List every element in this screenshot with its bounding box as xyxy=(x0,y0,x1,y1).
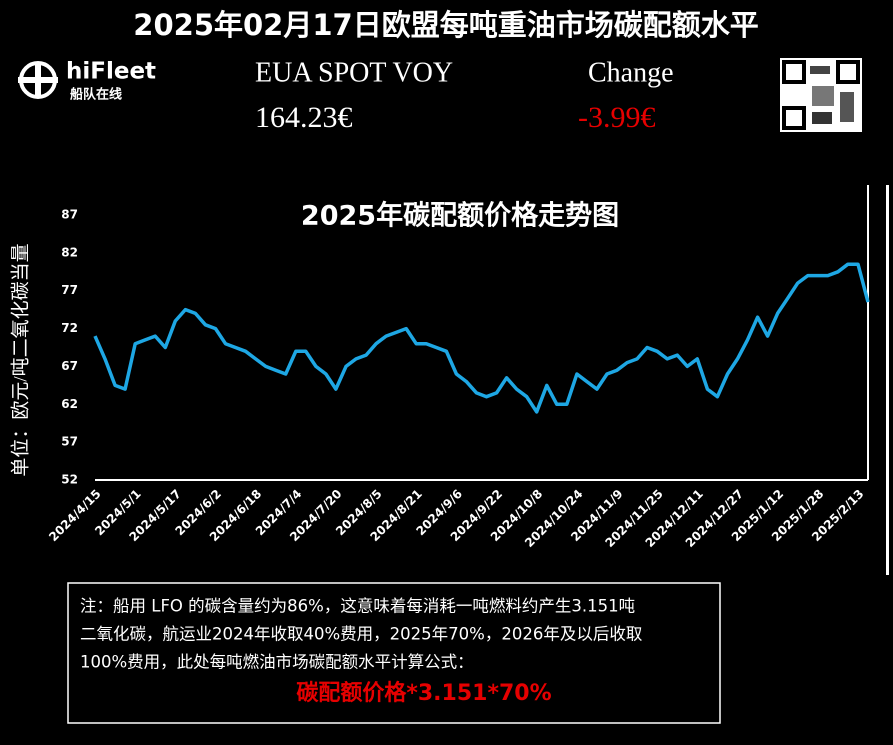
y-tick-label: 72 xyxy=(61,321,78,335)
price-line xyxy=(93,262,870,414)
brand: hiFleet xyxy=(66,59,156,85)
formula: 碳配额价格*3.151*70% xyxy=(296,680,551,706)
qr-module xyxy=(840,92,854,122)
note-box xyxy=(67,582,721,724)
change: -3.99€ xyxy=(578,101,656,134)
y-tick-label: 77 xyxy=(61,283,78,297)
qr-finder xyxy=(836,60,860,84)
qr-code xyxy=(780,58,862,132)
page-title: 2025年02月17日欧盟每吨重油市场碳配额水平 xyxy=(133,8,758,42)
y-tick-label: 57 xyxy=(61,435,78,449)
logo: hiFleet 船队在线 xyxy=(18,59,156,103)
qr-module xyxy=(812,112,832,124)
qr-finder xyxy=(782,106,806,130)
brand-sub: 船队在线 xyxy=(70,87,122,103)
y-tick-label: 82 xyxy=(61,245,78,259)
y-tick-label: 52 xyxy=(61,473,78,487)
change-name: Change xyxy=(588,57,674,88)
note-line: 100%费用，此处每吨燃油市场碳配额水平计算公式： xyxy=(80,653,474,672)
note-line: 注：船用 LFO 的碳含量约为86%，这意味着每消耗一吨燃料约产生3.151吨 xyxy=(80,597,635,616)
y-axis-title: 单位：欧元/吨二氧化碳当量 xyxy=(9,243,31,476)
qr-module xyxy=(810,66,830,74)
y-tick-label: 62 xyxy=(61,397,78,411)
note-line: 二氧化碳，航运业2024年收取40%费用，2025年70%，2026年及以后收取 xyxy=(80,625,642,644)
frame-edge xyxy=(886,185,889,575)
qr-module xyxy=(812,86,834,106)
y-tick-label: 67 xyxy=(61,359,78,373)
price: 164.23€ xyxy=(255,101,353,134)
chart-title: 2025年碳配额价格走势图 xyxy=(301,200,619,232)
y-tick-label: 87 xyxy=(61,208,78,222)
price-name: EUA SPOT VOY xyxy=(255,57,453,88)
logo-bar xyxy=(35,65,41,95)
qr-finder xyxy=(782,60,806,84)
